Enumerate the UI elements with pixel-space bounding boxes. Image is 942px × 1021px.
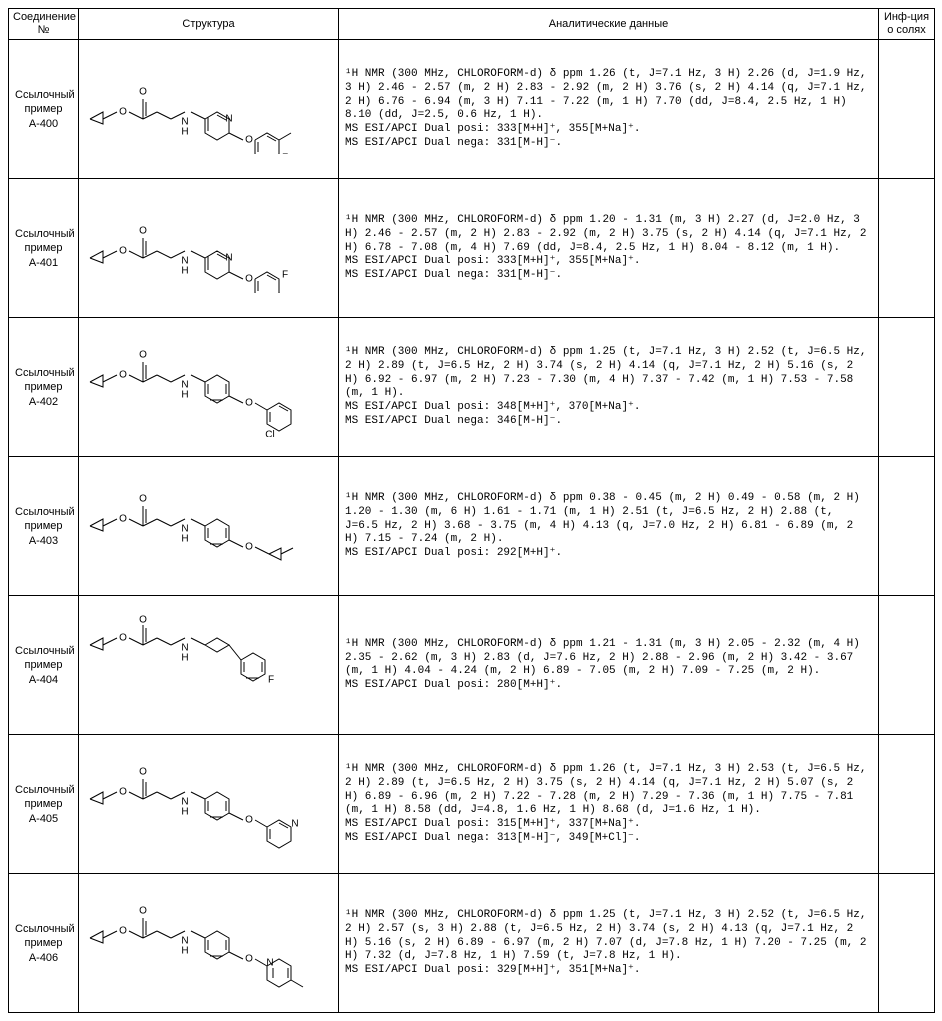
analytical-data: ¹H NMR (300 MHz, CHLOROFORM-d) δ ppm 1.2… [339,179,879,318]
svg-text:O: O [139,87,147,98]
table-row: СсылочныйпримерA-400 O O NH N O F ¹H NMR… [9,40,935,179]
analytical-data: ¹H NMR (300 MHz, CHLOROFORM-d) δ ppm 1.2… [339,735,879,874]
svg-text:F: F [282,270,288,281]
salt-info [879,40,935,179]
salt-info [879,596,935,735]
compound-id: СсылочныйпримерA-405 [9,735,79,874]
compounds-table: Соединение№ Структура Аналитические данн… [8,8,935,1013]
svg-text:H: H [181,266,188,277]
compound-structure: O O NH O [79,457,339,596]
table-row: СсылочныйпримерA-404 O O NH F ¹H NMR (30… [9,596,935,735]
analytical-data: ¹H NMR (300 MHz, CHLOROFORM-d) δ ppm 1.2… [339,318,879,457]
table-row: СсылочныйпримерA-402 O O NH O Cl ¹H NMR … [9,318,935,457]
svg-text:O: O [139,226,147,237]
svg-text:O: O [119,787,127,798]
svg-text:N: N [225,114,232,125]
table-header-row: Соединение№ Структура Аналитические данн… [9,9,935,40]
table-row: СсылочныйпримерA-406 O O NH O N ¹H NMR (… [9,874,935,1013]
svg-text:N: N [266,958,273,969]
header-data: Аналитические данные [339,9,879,40]
svg-text:H: H [181,127,188,138]
svg-text:O: O [119,514,127,525]
svg-text:F: F [282,153,288,154]
table-row: СсылочныйпримерA-403 O O NH O ¹H NMR (30… [9,457,935,596]
table-row: СсылочныйпримерA-401 O O NH N O F ¹H NMR… [9,179,935,318]
svg-text:H: H [181,534,188,545]
table-row: СсылочныйпримерA-405 O O NH O N ¹H NMR (… [9,735,935,874]
svg-text:O: O [119,370,127,381]
svg-text:N: N [225,253,232,264]
svg-text:O: O [119,246,127,257]
svg-text:O: O [245,542,253,553]
salt-info [879,179,935,318]
svg-text:Cl: Cl [265,430,274,437]
compound-structure: O O NH O Cl [79,318,339,457]
svg-text:H: H [181,946,188,957]
compound-structure: O O NH N O F [79,40,339,179]
svg-text:O: O [139,767,147,778]
compound-id: СсылочныйпримерA-400 [9,40,79,179]
compound-id: СсылочныйпримерA-402 [9,318,79,457]
svg-text:O: O [139,350,147,361]
salt-info [879,735,935,874]
svg-text:O: O [245,398,253,409]
compound-structure: O O NH F [79,596,339,735]
svg-text:F: F [268,675,274,686]
header-salt: Инф-цияо солях [879,9,935,40]
svg-text:H: H [181,653,188,664]
svg-text:O: O [245,815,253,826]
svg-text:O: O [245,135,253,146]
compound-id: СсылочныйпримерA-406 [9,874,79,1013]
analytical-data: ¹H NMR (300 MHz, CHLOROFORM-d) δ ppm 1.2… [339,596,879,735]
svg-text:O: O [119,633,127,644]
compound-structure: O O NH O N [79,735,339,874]
compound-id: СсылочныйпримерA-401 [9,179,79,318]
salt-info [879,874,935,1013]
svg-text:O: O [119,107,127,118]
svg-text:O: O [139,494,147,505]
analytical-data: ¹H NMR (300 MHz, CHLOROFORM-d) δ ppm 1.2… [339,40,879,179]
svg-text:O: O [245,274,253,285]
analytical-data: ¹H NMR (300 MHz, CHLOROFORM-d) δ ppm 0.3… [339,457,879,596]
svg-text:O: O [139,906,147,917]
svg-text:O: O [245,954,253,965]
compound-structure: O O NH O N [79,874,339,1013]
header-id: Соединение№ [9,9,79,40]
header-structure: Структура [79,9,339,40]
analytical-data: ¹H NMR (300 MHz, CHLOROFORM-d) δ ppm 1.2… [339,874,879,1013]
salt-info [879,457,935,596]
svg-text:H: H [181,390,188,401]
svg-text:O: O [119,926,127,937]
svg-text:H: H [181,807,188,818]
compound-id: СсылочныйпримерA-403 [9,457,79,596]
compound-structure: O O NH N O F [79,179,339,318]
svg-text:N: N [291,819,298,830]
svg-text:O: O [139,615,147,626]
salt-info [879,318,935,457]
compound-id: СсылочныйпримерA-404 [9,596,79,735]
